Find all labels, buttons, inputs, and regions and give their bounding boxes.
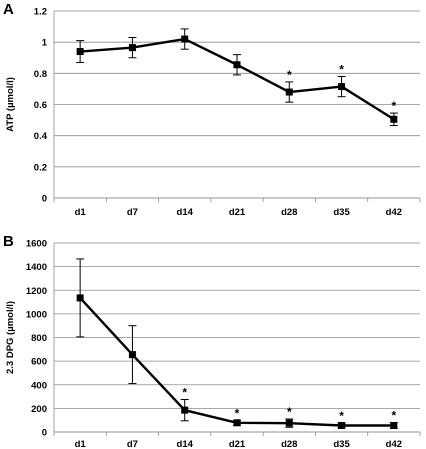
data-point — [128, 351, 136, 359]
y-tick-label: 1000 — [26, 309, 47, 320]
x-tick-label: d21 — [229, 439, 246, 449]
x-tick-label: d28 — [281, 439, 297, 449]
data-point — [181, 406, 189, 414]
significance-marker: * — [339, 409, 344, 423]
series-line — [80, 37, 395, 121]
data-point — [338, 422, 346, 430]
x-tick-label: d42 — [386, 207, 402, 218]
significance-marker: * — [287, 405, 292, 419]
y-tick-label: 1.2 — [34, 7, 47, 18]
y-tick-label: 1400 — [26, 262, 47, 273]
y-axis-label: 2.3 DPG (µmol/l) — [5, 301, 16, 374]
data-point — [338, 83, 346, 91]
x-tick-label: d42 — [386, 439, 402, 449]
data-point — [76, 48, 84, 56]
y-tick-label: 800 — [31, 333, 47, 344]
y-tick-label: 600 — [31, 357, 47, 368]
y-tick-label: 1200 — [26, 286, 47, 297]
x-tick-label: d7 — [127, 439, 138, 449]
significance-marker: * — [235, 406, 240, 420]
panel-a-chart: A 0 0.2 0.4 0.6 0.8 1 1.2 d1 d7 d14 d21 d28 d35 d42 ATP… — [3, 1, 421, 218]
y-tick-label: 1600 — [26, 239, 47, 250]
x-tick-label: d14 — [177, 439, 194, 449]
data-point — [285, 419, 293, 427]
y-tick-label: 0 — [42, 194, 47, 205]
x-tick-label: d1 — [75, 207, 87, 218]
x-tick-label: d35 — [333, 207, 350, 218]
y-tick-label: 0.4 — [34, 131, 48, 142]
y-tick-label: 400 — [31, 380, 47, 391]
x-tick-label: d21 — [229, 207, 246, 218]
y-tick-label: 200 — [31, 404, 47, 415]
y-tick-label: 0 — [42, 428, 47, 439]
y-tick-label: 0.6 — [34, 100, 47, 111]
x-tick-label: d7 — [127, 207, 138, 218]
x-tick-label: d28 — [281, 207, 297, 218]
significance-marker: * — [287, 68, 292, 82]
data-point — [233, 61, 241, 69]
data-point — [390, 422, 398, 430]
panel-b-chart: B 0 200 400 600 800 1000 1200 1400 1600 d1 d7 d14 d21… — [3, 233, 421, 449]
x-tick-label: d14 — [177, 207, 194, 218]
panel-letter: B — [3, 233, 14, 250]
data-point — [285, 88, 293, 96]
significance-marker: * — [182, 386, 187, 400]
y-tick-label: 1 — [42, 38, 48, 49]
x-tick-label: d35 — [333, 439, 350, 449]
data-point — [76, 294, 84, 302]
data-point — [233, 419, 241, 427]
significance-marker: * — [392, 409, 397, 423]
significance-marker: * — [392, 99, 397, 113]
y-axis-label: ATP (µmol/l) — [5, 77, 16, 132]
x-tick-label: d1 — [75, 439, 87, 449]
y-tick-label: 0.2 — [34, 162, 47, 173]
data-point — [128, 44, 136, 52]
y-tick-label: 0.8 — [34, 69, 47, 80]
data-point — [390, 115, 398, 123]
panel-letter: A — [3, 1, 14, 18]
data-point — [181, 35, 189, 43]
significance-marker: * — [339, 62, 344, 76]
